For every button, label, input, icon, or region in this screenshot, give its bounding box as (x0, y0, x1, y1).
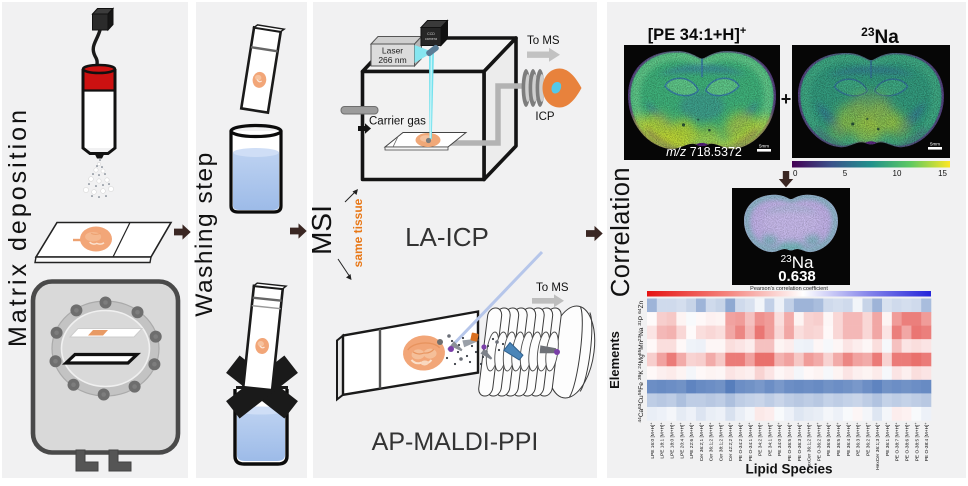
svg-text:LPE 18:0 [M+H]+: LPE 18:0 [M+H]+ (669, 423, 675, 459)
svg-text:PE 34:0 [M+H]+: PE 34:0 [M+H]+ (777, 423, 783, 456)
svg-text:LPE 18:1 [M+H]+: LPE 18:1 [M+H]+ (660, 423, 666, 459)
svg-text:same tissue: same tissue (351, 198, 365, 267)
svg-text:LPE 16:0 [M+H]+: LPE 16:0 [M+H]+ (650, 423, 656, 459)
svg-text:LPE 22:6 [M+H]+: LPE 22:6 [M+H]+ (689, 423, 695, 459)
svg-text:23Na: 23Na (861, 25, 899, 48)
svg-text:ICP: ICP (535, 111, 555, 123)
svg-text:MSI: MSI (306, 205, 337, 255)
svg-text:5: 5 (843, 169, 848, 178)
svg-text:Washing step: Washing step (191, 151, 218, 317)
svg-text:PE O-34:1 [M+H]+: PE O-34:1 [M+H]+ (748, 423, 754, 462)
svg-text:15: 15 (938, 169, 947, 178)
svg-text:PE 36:6 [M+H]+: PE 36:6 [M+H]+ (826, 423, 832, 456)
svg-text:PE O-34:2 [M+H]+: PE O-34:2 [M+H]+ (738, 423, 744, 462)
svg-text:HexCer 36:1;2 [M+H]+: HexCer 36:1;2 [M+H]+ (806, 423, 812, 470)
svg-text:Lipid Species: Lipid Species (745, 462, 832, 477)
svg-text:PE 36:2 [M+H]+: PE 36:2 [M+H]+ (865, 423, 871, 456)
svg-text:5mm: 5mm (930, 142, 940, 147)
svg-text:Laser: Laser (382, 46, 403, 56)
svg-text:CCD: CCD (427, 32, 435, 36)
svg-text:24Mg: 24Mg (637, 354, 645, 369)
svg-text:PE O-36:5 [M+H]+: PE O-36:5 [M+H]+ (787, 423, 793, 462)
svg-text:To MS: To MS (536, 282, 569, 294)
svg-text:To MS: To MS (527, 35, 560, 47)
svg-text:Cer 36:1;2 [M+H]+: Cer 36:1;2 [M+H]+ (709, 423, 715, 462)
svg-text:Correlation: Correlation (607, 167, 635, 297)
svg-text:LPE 20:4 [M+H]+: LPE 20:4 [M+H]+ (679, 423, 685, 459)
svg-text:Matrix deposition: Matrix deposition (4, 107, 32, 347)
svg-text:m/z 718.5372: m/z 718.5372 (666, 145, 742, 159)
svg-text:Pearson's correlation coeffici: Pearson's correlation coefficient (750, 286, 828, 292)
svg-text:HexCer 36:1;3 [M+H]+: HexCer 36:1;3 [M+H]+ (875, 423, 881, 470)
svg-text:PE 34:2 [M+H]+: PE 34:2 [M+H]+ (757, 423, 763, 456)
svg-text:10: 10 (893, 169, 902, 178)
svg-text:AP-MALDI-PPI: AP-MALDI-PPI (372, 428, 539, 456)
svg-text:63Cu: 63Cu (637, 395, 645, 409)
svg-text:Cer 36:2;1 [M+H]+: Cer 36:2;1 [M+H]+ (699, 423, 705, 462)
svg-text:31P: 31P (637, 316, 645, 326)
svg-text:[PE 34:1+H]+: [PE 34:1+H]+ (648, 25, 747, 44)
svg-text:PE O-38:6 [M+H]+: PE O-38:6 [M+H]+ (904, 423, 910, 462)
svg-text:Carrier gas: Carrier gas (369, 116, 426, 128)
svg-text:Elements: Elements (607, 331, 622, 389)
svg-text:Cer 42:2;2 [M+H]+: Cer 42:2;2 [M+H]+ (728, 423, 734, 462)
svg-text:64Zn: 64Zn (637, 300, 645, 313)
svg-text:+: + (781, 89, 792, 109)
svg-text:PE 34:1 [M+H]+: PE 34:1 [M+H]+ (767, 423, 773, 456)
svg-text:PE O-38:4 [M+H]+: PE O-38:4 [M+H]+ (924, 423, 930, 462)
svg-text:23Na: 23Na (637, 327, 645, 341)
svg-text:camera: camera (425, 37, 437, 41)
svg-text:PE 36:1 [M+H]+: PE 36:1 [M+H]+ (885, 423, 891, 456)
svg-text:PE O-38:5 [M+H]+: PE O-38:5 [M+H]+ (914, 423, 920, 462)
svg-text:PE 36:4 [M+H]+: PE 36:4 [M+H]+ (846, 423, 852, 456)
svg-text:5mm: 5mm (759, 144, 769, 149)
svg-text:266 nm: 266 nm (378, 55, 406, 65)
svg-text:Cer 38:1;2 [M+H]+: Cer 38:1;2 [M+H]+ (718, 423, 724, 462)
svg-text:55Mn: 55Mn (637, 340, 645, 355)
svg-text:44Ca: 44Ca (637, 408, 645, 422)
svg-text:PE O-36:3 [M+H]+: PE O-36:3 [M+H]+ (797, 423, 803, 462)
svg-text:PE 36:3 [M+H]+: PE 36:3 [M+H]+ (855, 423, 861, 456)
svg-text:23Na: 23Na (781, 253, 814, 272)
svg-text:39K: 39K (637, 370, 645, 380)
svg-text:PE O-36:2 [M+H]+: PE O-36:2 [M+H]+ (816, 423, 822, 462)
svg-text:0: 0 (793, 169, 798, 178)
svg-text:0.638: 0.638 (778, 268, 816, 285)
svg-text:PE O-38:7 [M+H]+: PE O-38:7 [M+H]+ (895, 423, 901, 462)
svg-text:56Fe: 56Fe (637, 382, 645, 395)
svg-text:LA-ICP: LA-ICP (405, 222, 489, 252)
svg-text:PE 36:5 [M+H]+: PE 36:5 [M+H]+ (836, 423, 842, 456)
